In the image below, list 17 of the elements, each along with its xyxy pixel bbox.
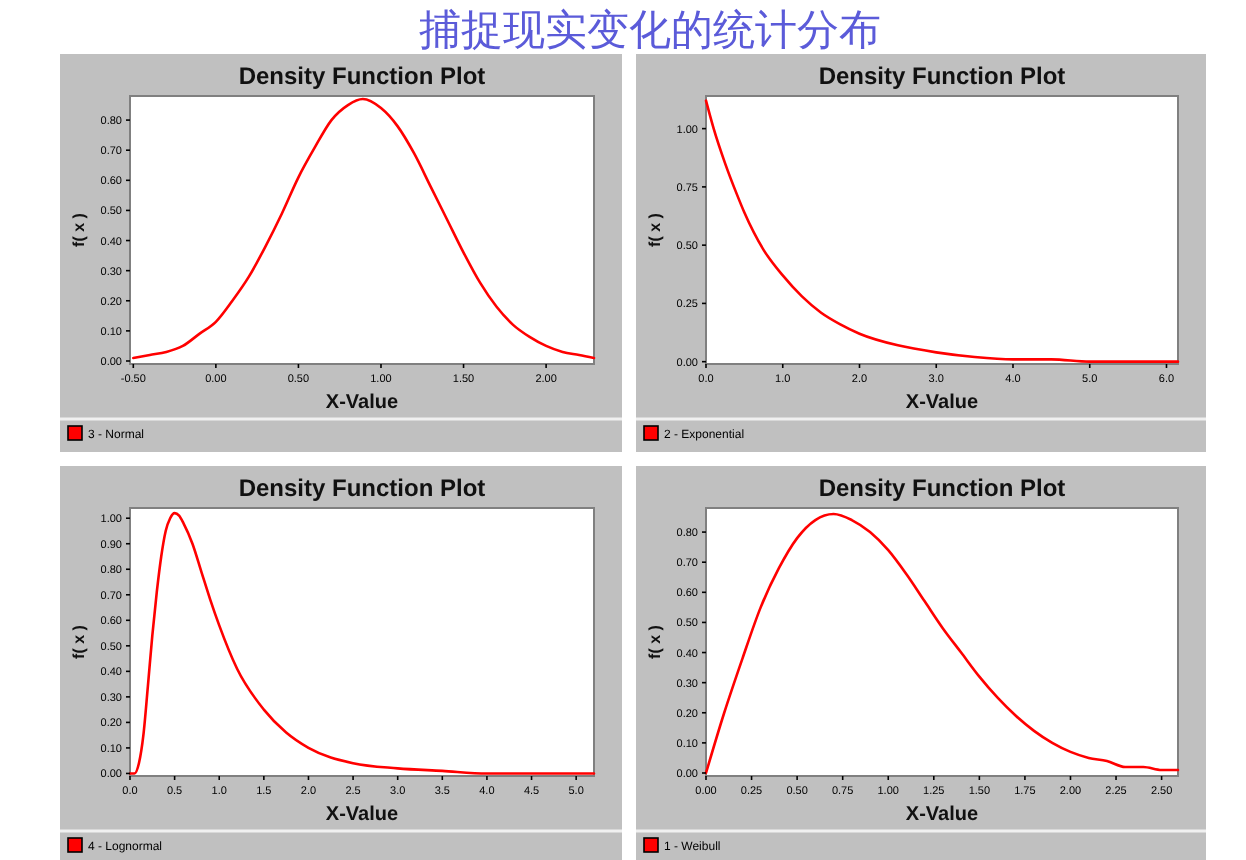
y-axis-title: f( x ): [646, 624, 664, 659]
y-axis-title: f( x ): [646, 212, 664, 247]
x-axis-title: X-Value: [325, 804, 399, 826]
y-axis-title: f( x ): [70, 212, 88, 247]
line-series: [704, 512, 1180, 775]
y-axis-title: f( x ): [70, 624, 88, 659]
x-axis-title: X-Value: [905, 392, 979, 414]
x-axis-title: X-Value: [325, 392, 399, 414]
text: 捕捉现实变化的统计分布: [419, 6, 881, 54]
chart-title: Density Function Plot: [818, 474, 1066, 502]
chart-title: Density Function Plot: [818, 62, 1066, 90]
line-series: [128, 511, 596, 775]
chart-title: Density Function Plot: [238, 62, 486, 90]
chart-title: Density Function Plot: [238, 474, 486, 502]
line-series: [704, 99, 1180, 363]
line-series: [132, 97, 596, 360]
x-axis-title: X-Value: [905, 804, 979, 826]
